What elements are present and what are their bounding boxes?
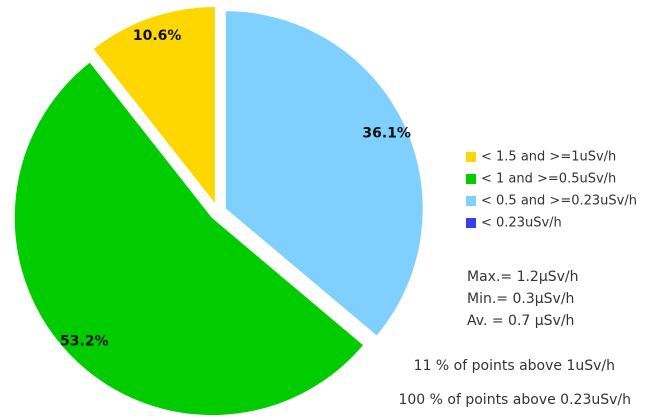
slice-label: 10.6%: [133, 28, 182, 44]
legend-swatch: [466, 174, 476, 184]
annotation: 11 % of points above 1uSv/h: [414, 358, 615, 374]
legend-label: < 1.5 and >=1uSv/h: [481, 150, 616, 165]
legend-swatch: [466, 218, 476, 228]
annotation: Av. = 0.7 µSv/h: [467, 313, 574, 329]
pie-slice: [13, 61, 365, 417]
legend-swatch: [466, 152, 476, 162]
slice-label: 53.2%: [60, 333, 109, 349]
annotation: Max.= 1.2µSv/h: [467, 269, 579, 285]
annotation: 100 % of points above 0.23uSv/h: [398, 392, 631, 408]
legend-label: < 0.23uSv/h: [481, 216, 562, 231]
pie-slice: [224, 10, 424, 337]
slice-label: 36.1%: [362, 126, 411, 142]
pie-slice: [92, 5, 216, 206]
legend-swatch: [466, 196, 476, 206]
legend-label: < 1 and >=0.5uSv/h: [481, 172, 616, 187]
annotation: Min.= 0.3µSv/h: [467, 291, 574, 307]
legend-label: < 0.5 and >=0.23uSv/h: [481, 194, 637, 209]
